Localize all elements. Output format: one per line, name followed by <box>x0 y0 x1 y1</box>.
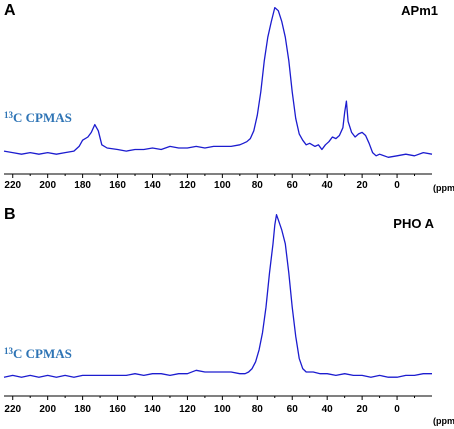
chart-b-sample-label: PHO A <box>393 216 434 231</box>
chart-a-tick-label-140: 140 <box>144 180 161 191</box>
chart-b-tick-label-120: 120 <box>179 404 196 415</box>
chart-b-tick-label-80: 80 <box>252 404 264 415</box>
chart-a-tick-label-180: 180 <box>74 180 91 191</box>
chart-a-method-label: 13C CPMAS <box>4 110 72 125</box>
chart-b-method-superscript: 13 <box>4 346 14 356</box>
chart-b-tick-label-40: 40 <box>322 404 334 415</box>
chart-b-tick-label-0: 0 <box>394 404 400 415</box>
chart-b-panel-letter: B <box>4 206 16 223</box>
chart-a-sample-label: APm1 <box>401 3 438 18</box>
chart-a-tick-label-200: 200 <box>39 180 56 191</box>
chart-b-tick-label-180: 180 <box>74 404 91 415</box>
chart-a-tick-label-80: 80 <box>252 180 264 191</box>
chart-b-method-text: C CPMAS <box>13 346 72 361</box>
chart-b-tick-label-160: 160 <box>109 404 126 415</box>
chart-a-spectrum-line <box>3 6 433 158</box>
chart-a-tick-label-220: 220 <box>4 180 21 191</box>
chart-b-tick-label-220: 220 <box>4 404 21 415</box>
chart-b-tick-label-60: 60 <box>287 404 299 415</box>
chart-b-tick-label-20: 20 <box>357 404 369 415</box>
chart-a-tick-label-120: 120 <box>179 180 196 191</box>
chart-b-tick-label-100: 100 <box>214 404 231 415</box>
chart-a-tick-label-160: 160 <box>109 180 126 191</box>
chart-a-method-superscript: 13 <box>4 110 14 120</box>
chart-a-tick-label-0: 0 <box>394 180 400 191</box>
chart-a-tick-label-60: 60 <box>287 180 299 191</box>
chart-b-tick-label-200: 200 <box>39 404 56 415</box>
chart-a-tick-label-40: 40 <box>322 180 334 191</box>
chart-b-x-unit-label: (ppm) <box>433 416 454 426</box>
chart-a-x-unit-label: (ppm) <box>433 183 454 193</box>
chart-b-tick-label-140: 140 <box>144 404 161 415</box>
chart-a-method-text: C CPMAS <box>13 110 72 125</box>
chart-b-method-label: 13C CPMAS <box>4 346 72 361</box>
chart-a-tick-label-20: 20 <box>357 180 369 191</box>
chart-a-tick-label-100: 100 <box>214 180 231 191</box>
chart-b-spectrum-line <box>3 214 432 378</box>
chart-a-panel-letter: A <box>4 2 16 19</box>
